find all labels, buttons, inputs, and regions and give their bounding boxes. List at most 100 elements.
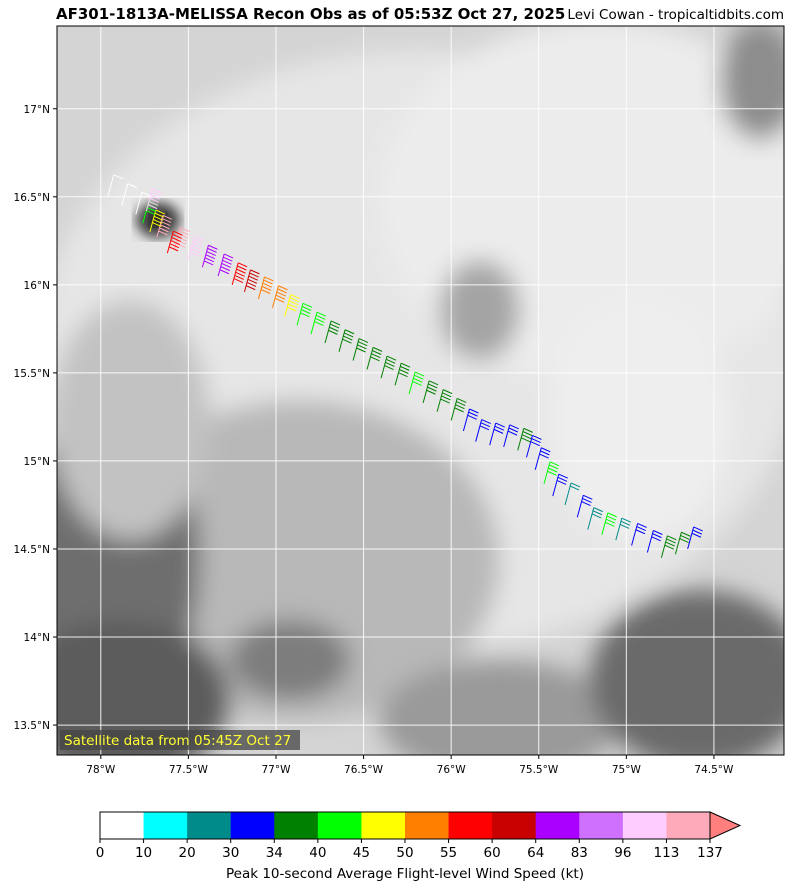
- wind-barb: [436, 389, 453, 412]
- wind-barb: [422, 380, 439, 403]
- colorbar-tick-label: 10: [135, 845, 152, 861]
- colorbar-segment: [448, 812, 493, 839]
- wind-barb: [517, 427, 533, 451]
- lat-tick-label: 14.5°N: [14, 544, 50, 556]
- wind-barb: [217, 253, 234, 277]
- wind-barb: [503, 424, 519, 447]
- lon-tick-label: 77°W: [261, 764, 291, 776]
- lat-tick-label: 13.5°N: [14, 720, 50, 732]
- lat-tick-label: 16.5°N: [14, 192, 50, 204]
- colorbar-tick-label: 40: [309, 845, 326, 861]
- wind-barb: [135, 191, 152, 215]
- colorbar-segment: [274, 812, 319, 839]
- colorbar-tick-label: 83: [571, 845, 588, 861]
- lon-tick-label: 74.5°W: [694, 764, 734, 776]
- wind-barb: [646, 530, 663, 553]
- wind-barb: [489, 422, 505, 446]
- wind-barb: [543, 461, 560, 484]
- wind-barb: [564, 482, 581, 506]
- lat-tick-label: 15°N: [24, 456, 50, 468]
- wind-barb: [601, 512, 618, 536]
- wind-barb: [107, 174, 124, 197]
- wind-barbs: [107, 174, 703, 558]
- wind-barb: [243, 269, 260, 293]
- wind-barb: [615, 517, 632, 541]
- colorbar-tick-label: 137: [697, 845, 723, 861]
- wind-barb: [366, 346, 383, 370]
- lon-tick-label: 76°W: [437, 764, 467, 776]
- colorbar-segment: [405, 812, 450, 839]
- lon-tick-label: 75.5°W: [519, 764, 559, 776]
- wind-barb: [324, 320, 341, 344]
- wind-barb: [380, 355, 397, 379]
- wind-barb: [231, 262, 248, 285]
- colorbar-tick-label: 45: [353, 845, 370, 861]
- colorbar: 0 10 20 30 34 40 45 50 55 60 64 83 96 113 137: [96, 811, 742, 861]
- wind-barb: [552, 473, 568, 497]
- wind-barb: [121, 183, 138, 206]
- wind-barb: [534, 447, 551, 470]
- lat-tick-label: 15.5°N: [14, 368, 50, 380]
- wind-barb: [408, 371, 425, 395]
- colorbar-segment: [187, 812, 232, 839]
- lat-tick-label: 14°N: [24, 632, 50, 644]
- colorbar-extend-arrow: [709, 811, 742, 840]
- colorbar-tick-label: 20: [179, 845, 196, 861]
- wind-barb: [526, 434, 542, 458]
- wind-barb: [166, 230, 183, 254]
- wind-barb: [394, 362, 411, 386]
- wind-barb: [660, 535, 677, 558]
- lat-tick-label: 16°N: [24, 280, 50, 292]
- colorbar-tick-label: 55: [440, 845, 457, 861]
- colorbar-segment: [579, 812, 624, 839]
- lon-tick-label: 75°W: [612, 764, 642, 776]
- wind-barb: [631, 522, 647, 546]
- wind-barb: [284, 294, 300, 317]
- wind-barb: [145, 188, 162, 212]
- wind-barb: [187, 235, 204, 259]
- colorbar-segment: [230, 812, 275, 839]
- colorbar-segment: [317, 812, 362, 839]
- colorbar-tick-label: 34: [266, 845, 283, 861]
- latitude-ticks: 13.5°N 14°N 14.5°N 15°N 15.5°N 16°N 16.5°N 17°N: [14, 104, 57, 732]
- colorbar-segment: [100, 812, 145, 839]
- colorbar-segment: [666, 812, 711, 839]
- lon-tick-label: 77.5°W: [169, 764, 209, 776]
- wind-barb: [687, 526, 703, 550]
- lat-tick-label: 17°N: [24, 104, 50, 116]
- wind-barb: [475, 419, 491, 442]
- colorbar-tick-label: 60: [484, 845, 501, 861]
- wind-barb: [587, 507, 604, 530]
- colorbar-segment: [622, 812, 667, 839]
- wind-barb: [271, 285, 288, 308]
- colorbar-segment: [535, 812, 580, 839]
- colorbar-tick-label: 0: [96, 845, 105, 861]
- wind-barb: [352, 338, 369, 361]
- colorbar-tick-label: 50: [396, 845, 413, 861]
- wind-barb: [338, 329, 355, 352]
- credit-text: Levi Cowan - tropicaltidbits.com: [567, 7, 784, 23]
- map-grid: [57, 26, 784, 755]
- longitude-ticks: 78°W 77.5°W 77°W 76.5°W 76°W 75.5°W 75°W 74.5°W: [86, 755, 734, 776]
- colorbar-tick-label: 96: [614, 845, 631, 861]
- satellite-label-box: Satellite data from 05:45Z Oct 27: [60, 730, 300, 750]
- colorbar-segment: [361, 812, 406, 839]
- map-title: AF301-1813A-MELISSA Recon Obs as of 05:5…: [56, 5, 566, 23]
- colorbar-label: Peak 10-second Average Flight-level Wind…: [226, 866, 584, 882]
- map-frame: [56, 25, 785, 756]
- wind-barb: [257, 276, 274, 300]
- lon-tick-label: 78°W: [86, 764, 116, 776]
- wind-barb: [450, 397, 467, 421]
- colorbar-segment: [492, 812, 537, 839]
- wind-barb: [310, 311, 327, 335]
- wind-barb: [201, 244, 218, 268]
- colorbar-segment: [143, 812, 188, 839]
- lon-tick-label: 76.5°W: [344, 764, 384, 776]
- colorbar-tick-label: 113: [654, 845, 680, 861]
- wind-barb: [149, 209, 166, 233]
- wind-barb: [462, 408, 479, 432]
- wind-barb: [296, 302, 313, 326]
- colorbar-tick-label: 64: [527, 845, 544, 861]
- satellite-label: Satellite data from 05:45Z Oct 27: [64, 733, 291, 749]
